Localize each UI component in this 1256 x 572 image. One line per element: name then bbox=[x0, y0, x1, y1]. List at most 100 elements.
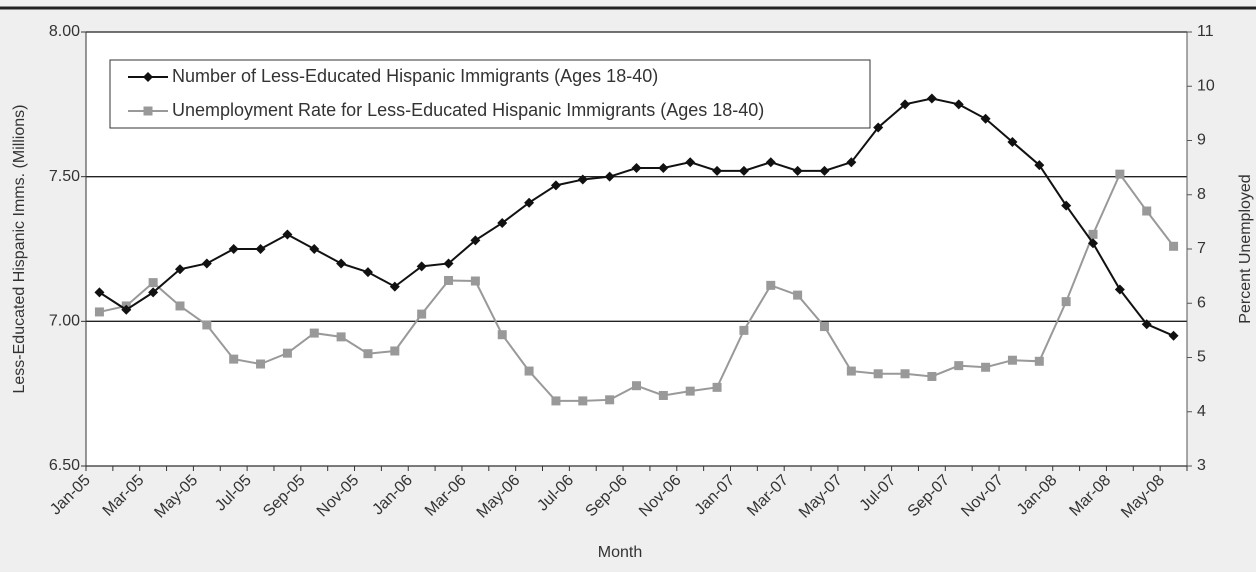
data-point bbox=[846, 157, 857, 168]
data-point bbox=[1088, 229, 1098, 239]
data-point bbox=[389, 281, 400, 292]
data-point bbox=[497, 330, 507, 340]
x-tick-label: Mar-05 bbox=[100, 472, 148, 520]
data-point bbox=[148, 287, 159, 298]
legend-label: Unemployment Rate for Less-Educated Hisp… bbox=[172, 100, 764, 120]
data-point bbox=[497, 217, 508, 228]
data-point bbox=[363, 349, 373, 359]
data-point bbox=[685, 157, 696, 168]
legend-box bbox=[109, 59, 871, 129]
y2-tick-label: 8 bbox=[1197, 186, 1206, 203]
data-point bbox=[604, 171, 615, 182]
x-tick-label: Nov-07 bbox=[958, 472, 1007, 521]
data-point bbox=[658, 390, 668, 400]
x-tick-label: Mar-06 bbox=[422, 472, 470, 520]
data-point bbox=[1034, 160, 1045, 171]
x-tick-label: Jan-06 bbox=[369, 472, 416, 519]
data-point bbox=[362, 267, 373, 278]
y-axis-title: Less-Educated Hispanic Imms. (Millions) bbox=[11, 105, 28, 394]
data-point bbox=[1169, 241, 1179, 251]
x-tick-label: Jul-07 bbox=[857, 472, 900, 515]
y-tick-label: 7.50 bbox=[49, 168, 80, 185]
data-point bbox=[444, 275, 454, 285]
data-point bbox=[174, 264, 185, 275]
data-point bbox=[846, 366, 856, 376]
data-point bbox=[1007, 355, 1017, 365]
x-tick-label: Nov-05 bbox=[314, 472, 363, 521]
data-point bbox=[1114, 284, 1125, 295]
x-tick-label: Mar-08 bbox=[1066, 472, 1114, 520]
y2-tick-label: 10 bbox=[1197, 77, 1215, 94]
data-point bbox=[793, 290, 803, 300]
data-point bbox=[228, 244, 239, 254]
data-point bbox=[1088, 238, 1099, 249]
x-tick-label: Jul-06 bbox=[534, 472, 577, 515]
data-point bbox=[121, 304, 132, 315]
data-point bbox=[336, 258, 347, 269]
data-point bbox=[1061, 297, 1071, 307]
data-point bbox=[94, 287, 105, 298]
y2-tick-label: 5 bbox=[1197, 349, 1206, 366]
x-tick-label: Sep-07 bbox=[905, 472, 954, 521]
data-point bbox=[202, 320, 212, 330]
data-point bbox=[873, 369, 883, 379]
data-point bbox=[390, 346, 400, 356]
data-point bbox=[1142, 206, 1152, 216]
data-point bbox=[712, 165, 723, 176]
data-point bbox=[309, 244, 320, 254]
x-tick-label: Nov-06 bbox=[636, 472, 685, 521]
x-axis-title: Month bbox=[598, 544, 642, 561]
data-point bbox=[631, 162, 642, 173]
data-point bbox=[470, 235, 481, 246]
x-tick-label: May-07 bbox=[796, 472, 846, 522]
x-tick-label: Sep-05 bbox=[260, 472, 309, 521]
y2-tick-label: 7 bbox=[1197, 240, 1206, 257]
data-point bbox=[900, 99, 911, 110]
x-tick-label: Sep-06 bbox=[582, 472, 631, 521]
y2-tick-label: 9 bbox=[1197, 132, 1206, 149]
data-point bbox=[282, 348, 292, 358]
data-point bbox=[578, 396, 588, 406]
data-point bbox=[550, 180, 561, 191]
data-point bbox=[551, 396, 561, 406]
data-point bbox=[1007, 136, 1018, 147]
y-tick-label: 8.00 bbox=[49, 23, 80, 40]
data-point bbox=[819, 322, 829, 332]
data-point bbox=[926, 93, 937, 104]
data-point bbox=[175, 301, 185, 311]
data-point bbox=[577, 174, 588, 185]
data-point bbox=[256, 359, 266, 369]
x-tick-label: Jan-05 bbox=[47, 472, 94, 519]
data-point bbox=[524, 366, 534, 376]
x-tick-label: Jan-07 bbox=[692, 472, 739, 519]
data-point bbox=[981, 362, 991, 372]
y-tick-label: 7.00 bbox=[49, 313, 80, 330]
data-point bbox=[766, 280, 776, 290]
data-point bbox=[416, 261, 427, 272]
data-point bbox=[282, 229, 293, 240]
data-point bbox=[255, 244, 266, 254]
data-point bbox=[229, 354, 239, 364]
x-tick-label: May-05 bbox=[151, 472, 201, 522]
data-point bbox=[980, 113, 991, 124]
data-point bbox=[632, 381, 641, 391]
data-point bbox=[712, 382, 722, 392]
x-tick-label: May-08 bbox=[1118, 472, 1168, 522]
x-tick-label: Jan-08 bbox=[1014, 472, 1061, 519]
legend-marker bbox=[143, 106, 153, 116]
data-point bbox=[336, 332, 346, 342]
data-point bbox=[658, 162, 669, 173]
data-point bbox=[470, 276, 480, 286]
y-tick-label: 6.50 bbox=[49, 457, 80, 474]
data-point bbox=[524, 197, 535, 208]
data-point bbox=[1168, 330, 1179, 341]
legend-marker bbox=[143, 72, 153, 82]
y2-tick-label: 6 bbox=[1197, 294, 1206, 311]
data-point bbox=[605, 395, 615, 405]
data-point bbox=[927, 371, 937, 381]
data-point bbox=[1034, 356, 1044, 366]
legend-label: Number of Less-Educated Hispanic Immigra… bbox=[172, 66, 658, 86]
x-tick-label: Mar-07 bbox=[744, 472, 792, 520]
y2-axis-title: Percent Unemployed bbox=[1237, 174, 1254, 323]
